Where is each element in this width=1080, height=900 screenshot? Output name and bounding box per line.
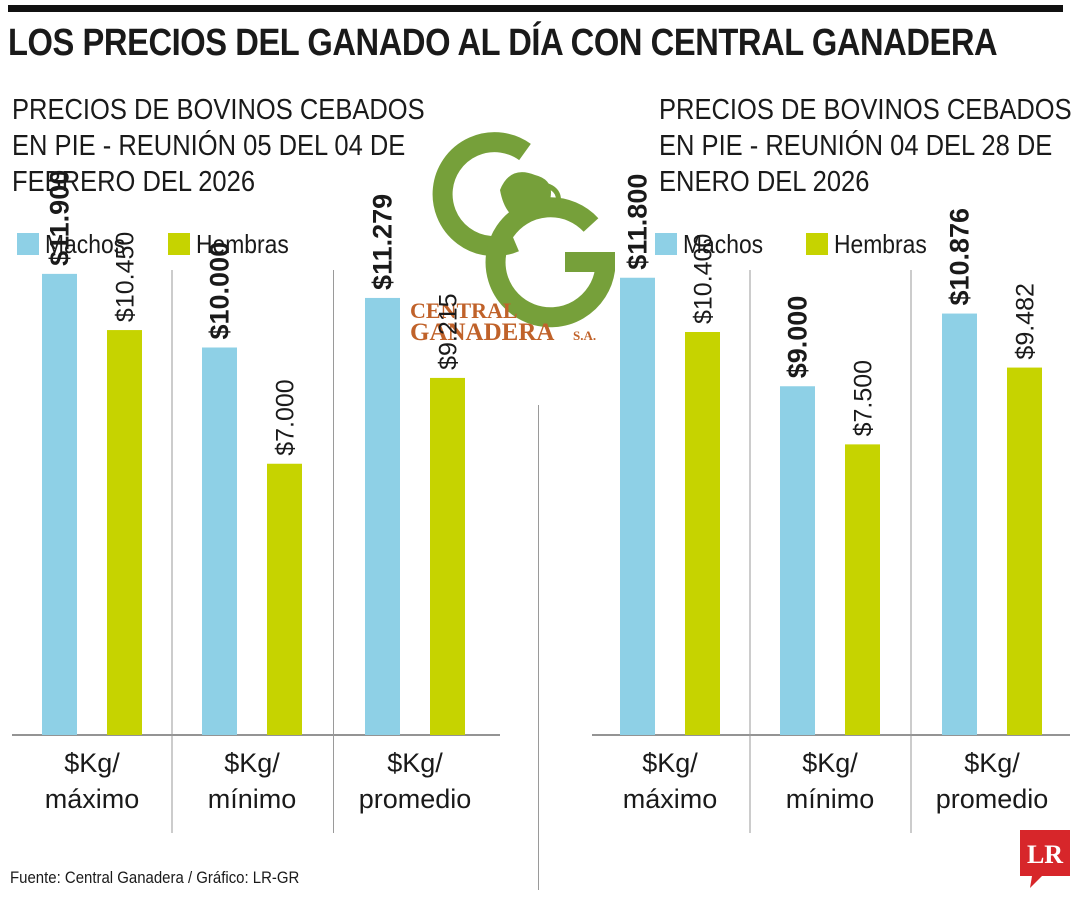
data-label-machos-1: $9.000 (783, 296, 813, 379)
bar-hembras-2 (430, 377, 465, 735)
lr-badge (1020, 830, 1070, 888)
bar-hembras-2 (1007, 367, 1042, 735)
bar-machos-0 (620, 277, 655, 735)
category-label-2: promedio (936, 784, 1049, 814)
page-title: LOS PRECIOS DEL GANADO AL DÍA CON CENTRA… (8, 22, 998, 64)
category-label-2: $Kg/ (964, 748, 1020, 778)
legend-item-hembras: Hembras (168, 229, 297, 260)
category-label-0: $Kg/ (64, 748, 120, 778)
category-label-1: $Kg/ (224, 748, 280, 778)
legend-item-hembras: Hembras (806, 229, 935, 260)
data-label-machos-0: $11.800 (623, 174, 653, 270)
legend-swatch-hembras (806, 233, 829, 255)
data-label-machos-2: $11.279 (368, 194, 398, 290)
legend-label-hembras: Hembras (834, 228, 927, 259)
right-legend: Machos Hembras (655, 228, 972, 260)
panel-divider (538, 405, 539, 890)
data-label-hembras-0: $10.400 (690, 234, 718, 324)
logo-g-left (432, 132, 531, 257)
bar-hembras-0 (685, 332, 720, 735)
legend-swatch-machos (655, 233, 677, 255)
legend-item-machos: Machos (17, 229, 132, 260)
data-label-hembras-2: $9.482 (1012, 283, 1040, 359)
category-label-0: $Kg/ (642, 748, 698, 778)
bar-machos-1 (780, 386, 815, 735)
left-legend: Machos Hembras (17, 228, 334, 260)
data-label-machos-2: $10.876 (945, 208, 975, 306)
data-label-hembras-1: $7.500 (850, 360, 878, 436)
legend-label-machos: Machos (45, 228, 126, 259)
bar-machos-1 (202, 347, 237, 735)
bar-hembras-1 (845, 444, 880, 735)
right-chart-title: PRECIOS DE BOVINOS CEBADOS EN PIE - REUN… (659, 94, 1072, 198)
data-label-hembras-2: $9.215 (435, 293, 463, 369)
bar-machos-0 (42, 273, 77, 735)
logo-bull-head (500, 172, 551, 222)
logo-bull-horn (544, 182, 561, 209)
legend-item-machos: Machos (655, 229, 770, 260)
legend-swatch-machos (17, 233, 39, 255)
lr-text: LR (1027, 840, 1063, 869)
data-label-machos-0: $11.900 (45, 170, 75, 266)
category-label-0: máximo (45, 784, 140, 814)
category-label-2: $Kg/ (387, 748, 443, 778)
top-rule (8, 5, 1063, 12)
data-label-hembras-1: $7.000 (272, 379, 300, 455)
central-ganadera-logo: CENTRAL GANADERA S.A. (410, 132, 615, 345)
bar-hembras-1 (267, 463, 302, 735)
left-chart-title: PRECIOS DE BOVINOS CEBADOS EN PIE - REUN… (12, 94, 425, 198)
category-label-1: mínimo (208, 784, 297, 814)
data-label-hembras-0: $10.450 (112, 232, 140, 322)
category-label-0: máximo (623, 784, 718, 814)
lr-logo: LR (1020, 830, 1070, 888)
logo-g-right (485, 197, 615, 328)
legend-label-machos: Machos (683, 228, 764, 259)
logo-text-central: CENTRAL (410, 298, 518, 323)
source-note: Fuente: Central Ganadera / Gráfico: LR-G… (10, 868, 300, 887)
category-label-1: mínimo (786, 784, 875, 814)
bar-machos-2 (942, 313, 977, 735)
logo-text-sa: S.A. (573, 328, 596, 343)
category-label-1: $Kg/ (802, 748, 858, 778)
legend-swatch-hembras (168, 233, 191, 255)
data-label-machos-1: $10.000 (205, 242, 235, 340)
bar-machos-2 (365, 297, 400, 735)
legend-label-hembras: Hembras (196, 228, 289, 259)
bar-hembras-0 (107, 330, 142, 735)
category-label-2: promedio (359, 784, 472, 814)
logo-text-ganadera: GANADERA (410, 319, 554, 345)
